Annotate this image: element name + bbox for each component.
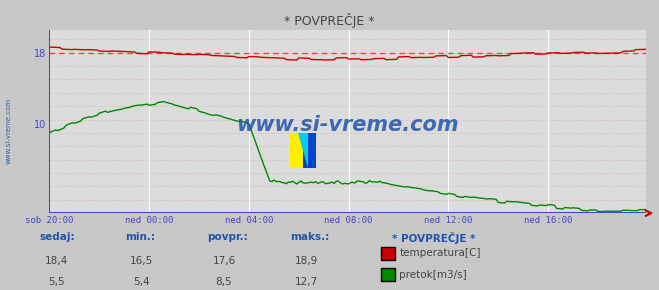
Text: temperatura[C]: temperatura[C] [399, 248, 481, 258]
Text: povpr.:: povpr.: [208, 232, 248, 242]
Text: 18,9: 18,9 [295, 256, 318, 266]
Text: www.si-vreme.com: www.si-vreme.com [5, 97, 12, 164]
Text: pretok[m3/s]: pretok[m3/s] [399, 270, 467, 280]
Text: * POVPREČJE *: * POVPREČJE * [392, 232, 476, 244]
Text: 18,4: 18,4 [44, 256, 68, 266]
Text: www.si-vreme.com: www.si-vreme.com [237, 115, 459, 135]
Bar [290, 133, 303, 168]
Text: 17,6: 17,6 [212, 256, 236, 266]
Text: maks.:: maks.: [290, 232, 330, 242]
Text: 8,5: 8,5 [215, 277, 233, 287]
Polygon shape [298, 133, 308, 168]
Text: sedaj:: sedaj: [40, 232, 75, 242]
Text: 16,5: 16,5 [130, 256, 154, 266]
Text: min.:: min.: [125, 232, 156, 242]
Text: 5,4: 5,4 [133, 277, 150, 287]
Text: 5,5: 5,5 [47, 277, 65, 287]
Bar [303, 133, 316, 168]
Text: 12,7: 12,7 [295, 277, 318, 287]
Text: * POVPREČJE *: * POVPREČJE * [284, 13, 375, 28]
